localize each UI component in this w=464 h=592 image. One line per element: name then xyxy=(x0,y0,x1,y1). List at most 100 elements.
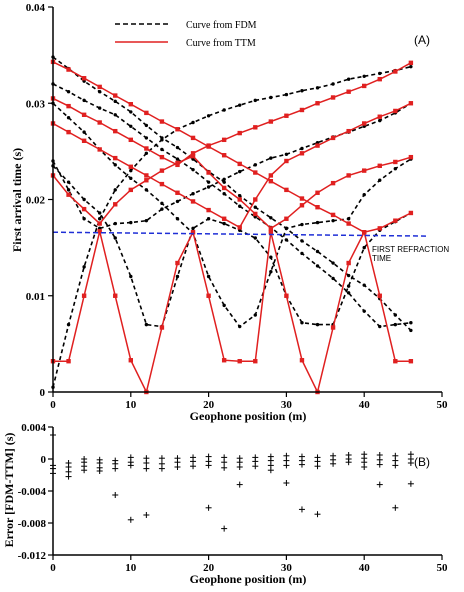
ttm-point xyxy=(393,108,398,114)
ttm-point xyxy=(393,69,398,74)
ttm-point xyxy=(268,173,274,178)
x-tick-label: 0 xyxy=(50,562,56,574)
error-point xyxy=(361,464,368,470)
ttm-point xyxy=(268,230,274,235)
fdm-point xyxy=(253,236,257,240)
ttm-point xyxy=(81,138,87,143)
ttm-point xyxy=(284,113,289,118)
ttm-point xyxy=(377,76,382,82)
ttm-point xyxy=(346,128,351,134)
ttm-point xyxy=(97,229,102,234)
panel-a-y-ticks: 0 0.01 0.02 0.03 0.04 xyxy=(26,2,53,399)
ttm-point xyxy=(253,197,258,202)
x-tick-label: 20 xyxy=(203,562,215,574)
ttm-point xyxy=(408,154,414,160)
ttm-point xyxy=(330,95,336,100)
fdm-point xyxy=(378,178,382,182)
fdm-curve-4 xyxy=(52,102,412,230)
error-point xyxy=(65,473,72,480)
fdm-point xyxy=(175,199,180,204)
fdm-point xyxy=(144,322,149,327)
panel-a-x-label: Geophone position (m) xyxy=(190,409,307,423)
fdm-point xyxy=(222,303,226,308)
error-point xyxy=(314,511,321,518)
panel-a-x-ticks: 0 10 20 30 40 50 xyxy=(50,392,448,411)
fdm-point xyxy=(66,180,71,184)
ttm-point xyxy=(97,221,102,226)
ttm-point xyxy=(393,218,398,223)
ttm-point xyxy=(113,202,118,207)
ttm-point xyxy=(159,168,165,173)
error-point xyxy=(407,460,414,466)
fdm-point xyxy=(409,64,413,69)
ttm-point xyxy=(268,226,274,231)
fdm-point xyxy=(144,218,149,223)
ttm-point xyxy=(175,190,180,195)
fdm-point xyxy=(129,176,133,181)
fdm-point xyxy=(300,239,304,243)
first-refraction-line xyxy=(52,231,427,237)
fdm-point xyxy=(362,74,366,79)
fdm-point xyxy=(378,118,382,123)
fdm-point xyxy=(238,103,242,107)
fdm-point xyxy=(82,130,86,134)
fdm-point xyxy=(284,92,289,97)
fdm-point xyxy=(222,180,226,184)
error-point xyxy=(127,462,134,469)
fdm-point xyxy=(315,249,320,254)
ttm-point xyxy=(113,93,118,98)
error-point xyxy=(314,463,321,470)
fdm-point xyxy=(362,309,366,313)
fdm-point xyxy=(378,71,382,76)
fdm-curve-3 xyxy=(52,83,411,328)
ttm-point xyxy=(377,293,382,298)
fdm-point xyxy=(66,90,71,94)
fdm-point xyxy=(206,217,211,221)
error-point xyxy=(190,463,197,470)
ttm-point xyxy=(159,154,165,160)
ttm-point xyxy=(330,180,336,186)
ttm-point xyxy=(253,211,258,217)
fdm-curve-6 xyxy=(52,165,412,328)
legend-ttm-label: Curve from TTM xyxy=(186,38,256,49)
y-tick-label: 0.02 xyxy=(26,195,46,207)
fdm-point xyxy=(175,217,180,221)
error-point xyxy=(236,481,243,488)
fdm-point xyxy=(269,156,273,160)
ttm-point xyxy=(237,130,242,136)
fdm-point xyxy=(97,211,102,215)
fdm-point xyxy=(191,120,195,125)
ttm-point xyxy=(393,159,398,165)
fdm-point xyxy=(315,86,320,90)
ttm-point xyxy=(377,163,382,169)
error-point xyxy=(298,506,305,513)
fdm-point xyxy=(129,168,133,173)
ttm-point xyxy=(128,358,133,363)
ttm-point xyxy=(66,129,71,135)
y-tick-label: 0.04 xyxy=(26,2,46,14)
ttm-point xyxy=(206,170,211,175)
fdm-point xyxy=(269,95,273,100)
ttm-point xyxy=(97,84,102,90)
ttm-point xyxy=(284,293,289,298)
ttm-point xyxy=(221,137,227,143)
fdm-point xyxy=(393,322,398,327)
fdm-point xyxy=(160,147,164,152)
error-point xyxy=(112,465,119,472)
ttm-point xyxy=(362,83,367,89)
x-tick-label: 50 xyxy=(437,562,449,574)
y-tick-label: 0 xyxy=(41,454,47,466)
fdm-point xyxy=(238,193,242,198)
error-point xyxy=(81,467,88,474)
fdm-point xyxy=(409,321,413,325)
error-point xyxy=(298,461,305,468)
ttm-point xyxy=(190,151,196,156)
fdm-point xyxy=(66,322,71,327)
fdm-point xyxy=(300,146,304,151)
fdm-point xyxy=(331,218,335,223)
ttm-point xyxy=(159,119,165,124)
ttm-point xyxy=(128,187,133,193)
error-point xyxy=(392,504,399,511)
fdm-point xyxy=(331,82,335,86)
y-tick-label: 0.004 xyxy=(21,422,46,434)
